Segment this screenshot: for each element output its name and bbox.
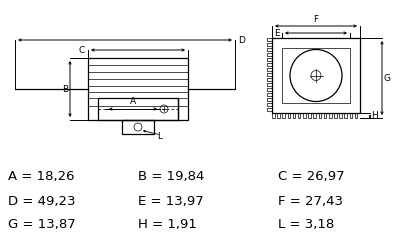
- Text: E: E: [274, 28, 280, 38]
- Bar: [122, 120, 154, 134]
- Bar: [98, 98, 178, 120]
- Text: C = 26,97: C = 26,97: [278, 170, 345, 183]
- Text: G = 13,87: G = 13,87: [8, 218, 76, 231]
- Text: L = 3,18: L = 3,18: [278, 218, 334, 231]
- Bar: [88, 58, 188, 120]
- Bar: [282, 48, 350, 103]
- Bar: [272, 38, 360, 113]
- Text: A = 18,26: A = 18,26: [8, 170, 74, 183]
- Text: H: H: [371, 111, 378, 120]
- Text: D: D: [238, 36, 245, 45]
- Text: L: L: [157, 132, 162, 141]
- Text: F: F: [314, 15, 318, 24]
- Text: A: A: [130, 97, 136, 106]
- Text: B: B: [62, 84, 68, 94]
- Text: F = 27,43: F = 27,43: [278, 195, 343, 208]
- Text: D = 49,23: D = 49,23: [8, 195, 76, 208]
- Text: E = 13,97: E = 13,97: [138, 195, 204, 208]
- Text: H = 1,91: H = 1,91: [138, 218, 197, 231]
- Text: G: G: [384, 73, 391, 82]
- Text: C: C: [79, 46, 85, 55]
- Text: B = 19,84: B = 19,84: [138, 170, 204, 183]
